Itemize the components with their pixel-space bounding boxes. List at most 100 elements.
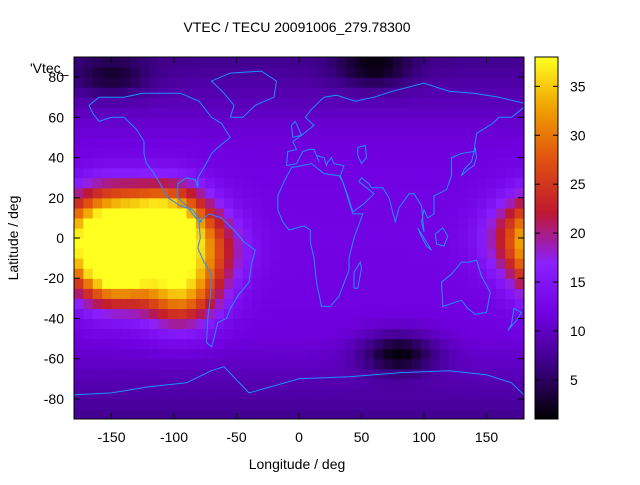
heatmap-cell <box>186 207 197 219</box>
heatmap-cell <box>430 67 441 78</box>
heatmap-cell <box>139 288 150 299</box>
heatmap-cell <box>411 298 422 309</box>
heatmap-cell <box>158 97 169 108</box>
heatmap-cell <box>505 197 516 209</box>
heatmap-cell <box>195 137 206 149</box>
heatmap-cell <box>261 378 272 390</box>
heatmap-cell <box>270 207 281 219</box>
heatmap-cell <box>233 388 244 400</box>
heatmap-cell <box>102 137 113 149</box>
heatmap-cell <box>420 258 431 269</box>
heatmap-cell <box>158 167 169 179</box>
heatmap-cell <box>477 77 488 88</box>
heatmap-cell <box>149 227 159 239</box>
heatmap-cell <box>214 278 225 289</box>
heatmap-cell <box>139 167 150 179</box>
heatmap-cell <box>139 97 150 108</box>
heatmap-cell <box>280 278 291 289</box>
heatmap-cell <box>495 238 506 249</box>
heatmap-cell <box>495 298 506 309</box>
heatmap-cell <box>149 207 159 219</box>
heatmap-cell <box>289 227 300 239</box>
heatmap-cell <box>374 298 384 309</box>
heatmap-cell <box>505 167 516 179</box>
heatmap-cell <box>317 358 328 370</box>
heatmap-cell <box>130 368 141 380</box>
heatmap-cell <box>186 177 197 189</box>
heatmap-cell <box>308 137 319 149</box>
heatmap-cell <box>308 238 319 249</box>
colorbar-tick-label: 5 <box>570 372 578 388</box>
heatmap-cell <box>280 408 291 419</box>
heatmap-cell <box>327 368 338 380</box>
heatmap-cell <box>120 368 131 380</box>
heatmap-cell <box>430 408 441 419</box>
heatmap-cell <box>374 157 384 169</box>
heatmap-cell <box>102 227 113 239</box>
heatmap-cell <box>439 388 450 400</box>
heatmap-cell <box>439 177 450 189</box>
heatmap-cell <box>214 288 225 299</box>
heatmap-cell <box>149 67 159 78</box>
heatmap-cell <box>270 87 281 98</box>
heatmap-cell <box>495 358 506 370</box>
heatmap-cell <box>195 67 206 78</box>
heatmap-cell <box>261 177 272 189</box>
heatmap-cell <box>449 388 459 400</box>
heatmap-cell <box>336 197 347 209</box>
heatmap-cell <box>186 127 197 139</box>
heatmap-cell <box>130 207 141 219</box>
heatmap-cell <box>374 258 384 269</box>
heatmap-cell <box>242 368 253 380</box>
heatmap-cell <box>74 358 84 370</box>
heatmap-cell <box>289 197 300 209</box>
heatmap-cell <box>458 217 469 229</box>
heatmap-cell <box>486 67 497 78</box>
heatmap-cell <box>158 248 169 259</box>
heatmap-cell <box>261 258 272 269</box>
heatmap-cell <box>130 348 141 360</box>
heatmap-cell <box>177 67 188 78</box>
heatmap-cell <box>430 147 441 159</box>
heatmap-cell <box>177 298 188 309</box>
heatmap-cell <box>486 408 497 419</box>
heatmap-cell <box>186 348 197 360</box>
heatmap-cell <box>355 288 366 299</box>
heatmap-cell <box>186 217 197 229</box>
heatmap-cell <box>233 127 244 139</box>
heatmap-cell <box>252 197 263 209</box>
heatmap-cell <box>505 298 516 309</box>
heatmap-cell <box>477 338 488 350</box>
y-tick-label: -20 <box>44 270 64 286</box>
heatmap-cell <box>299 177 309 189</box>
heatmap-cell <box>495 278 506 289</box>
heatmap-cell <box>177 97 188 108</box>
heatmap-cell <box>261 308 272 320</box>
heatmap-cell <box>177 378 188 390</box>
heatmap-cell <box>158 318 169 330</box>
heatmap-cell <box>214 358 225 370</box>
heatmap-cell <box>92 398 103 410</box>
heatmap-cell <box>383 227 394 239</box>
heatmap-cell <box>242 87 253 98</box>
heatmap-cell <box>477 97 488 108</box>
heatmap-cell <box>233 278 244 289</box>
heatmap-cell <box>83 278 94 289</box>
heatmap-cell <box>383 177 394 189</box>
heatmap-cell <box>111 408 122 419</box>
heatmap-cell <box>289 97 300 108</box>
heatmap-cell <box>149 398 159 410</box>
heatmap-cell <box>167 67 178 78</box>
heatmap-cell <box>458 368 469 380</box>
x-axis-ticks: -150 -100 -50 0 50 100 150 <box>97 57 498 445</box>
heatmap-cell <box>317 328 328 340</box>
heatmap-cell <box>345 388 356 400</box>
heatmap-cell <box>364 87 375 98</box>
heatmap-cell <box>214 348 225 360</box>
heatmap-cell <box>430 288 441 299</box>
heatmap-cell <box>270 378 281 390</box>
heatmap-cell <box>289 67 300 78</box>
heatmap-cell <box>299 248 309 259</box>
heatmap-cell <box>467 157 478 169</box>
